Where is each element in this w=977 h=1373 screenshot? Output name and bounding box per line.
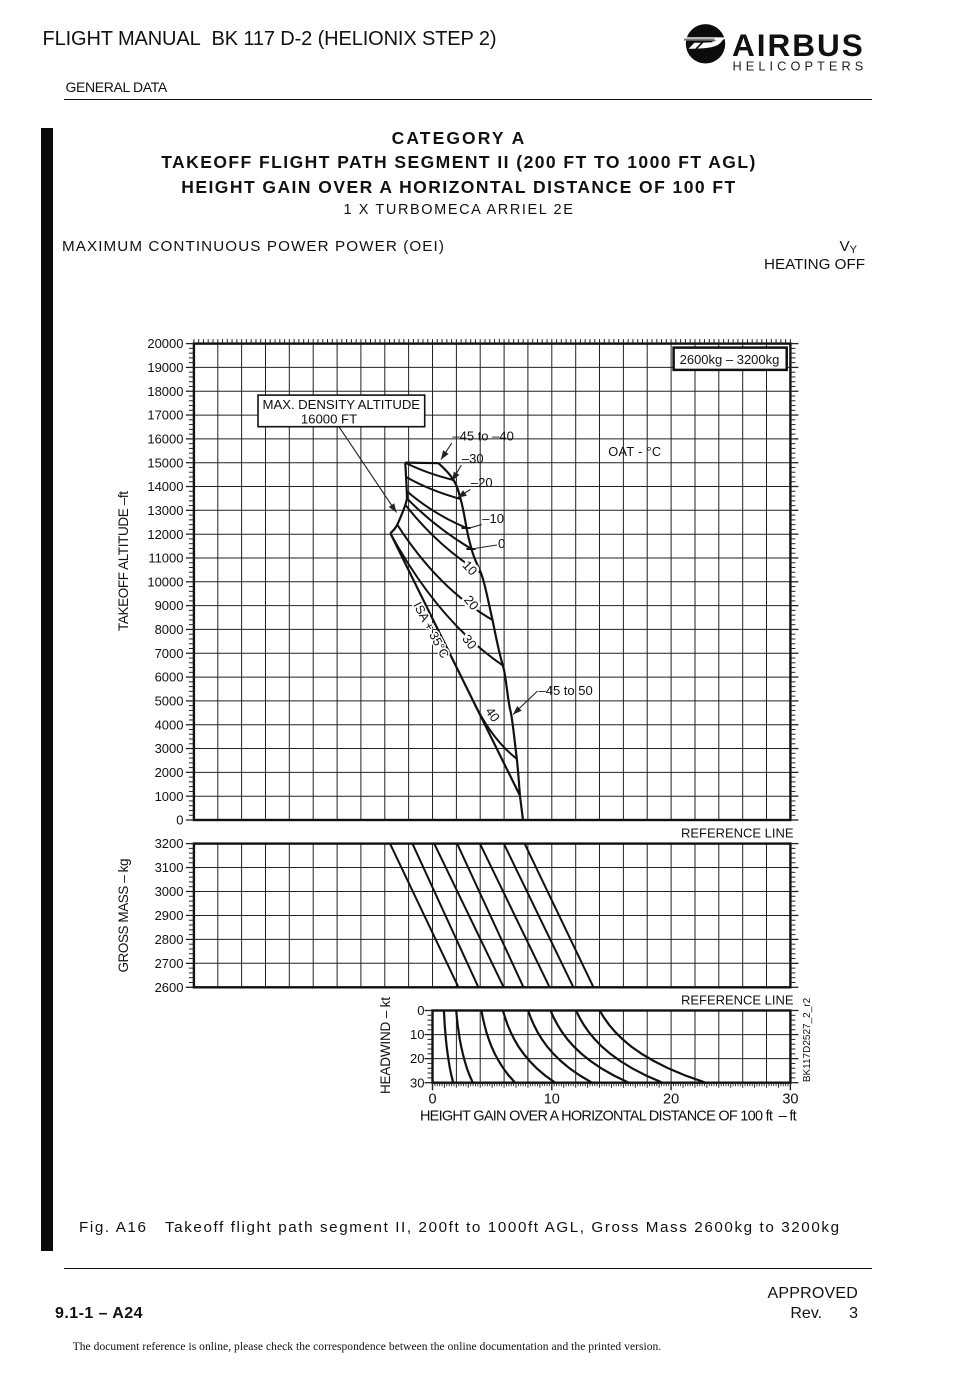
svg-text:13000: 13000	[147, 503, 183, 518]
svg-text:REFERENCE LINE: REFERENCE LINE	[681, 993, 794, 1008]
svg-text:BK117D2527_2_r2: BK117D2527_2_r2	[802, 997, 813, 1082]
svg-text:4000: 4000	[155, 717, 184, 732]
svg-text:0: 0	[498, 536, 505, 551]
svg-text:1000: 1000	[155, 789, 184, 804]
svg-text:20: 20	[410, 1051, 424, 1066]
svg-text:6000: 6000	[155, 670, 184, 685]
svg-text:3100: 3100	[155, 860, 184, 875]
svg-text:0: 0	[417, 1003, 424, 1018]
svg-text:16000: 16000	[147, 432, 183, 447]
svg-text:17000: 17000	[147, 408, 183, 423]
svg-text:12000: 12000	[147, 527, 183, 542]
svg-text:REFERENCE LINE: REFERENCE LINE	[681, 825, 794, 840]
svg-text:2600kg – 3200kg: 2600kg – 3200kg	[680, 352, 780, 367]
svg-text:20000: 20000	[147, 336, 183, 351]
svg-text:TAKEOFF ALTITUDE –ft: TAKEOFF ALTITUDE –ft	[116, 491, 131, 631]
svg-text:18000: 18000	[147, 384, 183, 399]
svg-text:19000: 19000	[147, 360, 183, 375]
svg-text:3000: 3000	[155, 884, 184, 899]
svg-text:10000: 10000	[147, 574, 183, 589]
svg-text:AIRBUS: AIRBUS	[732, 27, 865, 63]
svg-text:30: 30	[459, 632, 480, 653]
svg-text:HEIGHT GAIN OVER A HORIZONTAL: HEIGHT GAIN OVER A HORIZONTAL DISTANCE O…	[420, 1109, 797, 1125]
svg-text:20: 20	[461, 592, 482, 613]
svg-text:30: 30	[410, 1075, 424, 1090]
svg-text:HEADWIND – kt: HEADWIND – kt	[378, 997, 393, 1094]
svg-text:2900: 2900	[155, 908, 184, 923]
svg-text:30: 30	[782, 1092, 798, 1108]
svg-text:5000: 5000	[155, 694, 184, 709]
svg-text:2800: 2800	[155, 932, 184, 947]
svg-text:16000 FT: 16000 FT	[301, 412, 357, 427]
svg-text:–45 to 50: –45 to 50	[539, 683, 593, 698]
svg-text:2700: 2700	[155, 956, 184, 971]
svg-text:14000: 14000	[147, 479, 183, 494]
svg-text:2600: 2600	[155, 980, 184, 995]
svg-text:3200: 3200	[155, 836, 184, 851]
svg-text:MAX. DENSITY ALTITUDE: MAX. DENSITY ALTITUDE	[263, 397, 421, 412]
svg-text:OAT - °C: OAT - °C	[608, 444, 661, 459]
svg-text:2000: 2000	[155, 765, 184, 780]
svg-text:GROSS MASS – kg: GROSS MASS – kg	[116, 859, 131, 973]
svg-text:15000: 15000	[147, 455, 183, 470]
svg-text:10: 10	[544, 1092, 560, 1108]
svg-text:7000: 7000	[155, 646, 184, 661]
svg-text:10: 10	[410, 1027, 424, 1042]
svg-text:20: 20	[663, 1092, 679, 1108]
svg-text:11000: 11000	[148, 551, 183, 566]
svg-text:8000: 8000	[155, 622, 184, 637]
svg-text:–10: –10	[482, 511, 504, 526]
svg-text:3000: 3000	[155, 741, 184, 756]
svg-text:ISA + 35°C: ISA + 35°C	[410, 600, 451, 661]
svg-text:0: 0	[176, 813, 183, 828]
svg-text:–45 to –40: –45 to –40	[452, 429, 513, 444]
svg-text:9000: 9000	[155, 598, 184, 613]
svg-text:–20: –20	[471, 475, 493, 490]
svg-text:0: 0	[428, 1092, 436, 1108]
svg-text:HELICOPTERS: HELICOPTERS	[733, 59, 868, 74]
svg-text:–30: –30	[462, 451, 484, 466]
